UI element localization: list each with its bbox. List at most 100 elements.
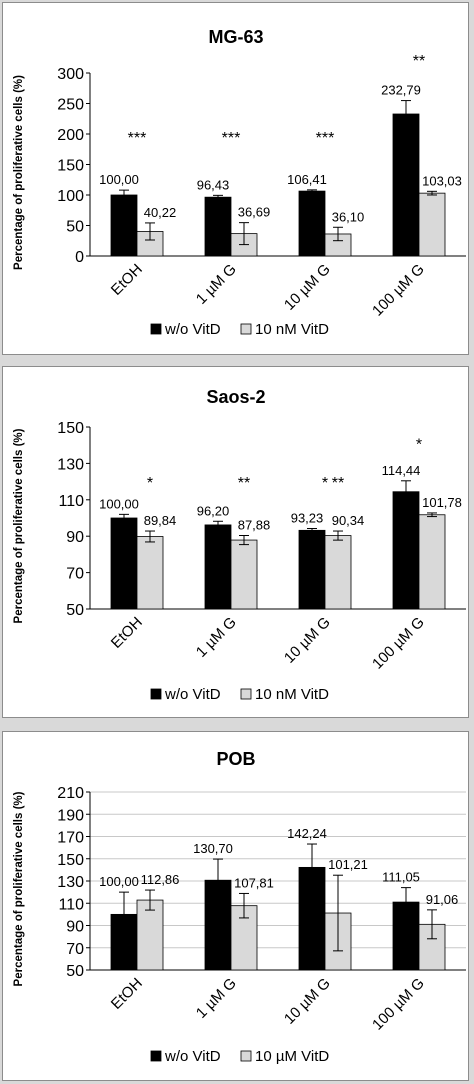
chart-title: MG-63 (208, 27, 263, 47)
y-tick-label: 50 (66, 602, 84, 619)
data-label: 96,43 (197, 177, 230, 192)
bar (136, 899, 164, 971)
x-tick-label: 10 µM G (281, 614, 334, 667)
chart-saos2: Saos-2 Percentage of proliferative cells … (13, 387, 466, 703)
data-label: 107,81 (234, 875, 274, 890)
bar (136, 536, 164, 610)
significance-marker: *** (222, 130, 241, 147)
chart-panel-mg63: MG-63 Percentage of proliferative cells (… (2, 2, 469, 355)
bar (418, 192, 446, 257)
data-label: 111,05 (382, 870, 420, 885)
data-label: 100,00 (99, 172, 139, 187)
x-tick-label: EtOH (108, 261, 146, 299)
data-label: 36,69 (238, 205, 271, 220)
x-tick-label: EtOH (108, 975, 146, 1013)
y-axis-label: Percentage of proliferative cells (%) (13, 791, 25, 986)
data-label: 106,41 (287, 172, 327, 187)
data-label: 142,24 (287, 826, 327, 841)
x-tick-label: 10 µM G (281, 975, 334, 1028)
significance-marker: * (416, 437, 422, 454)
x-tick-label: 10 µM G (281, 261, 334, 314)
significance-marker: * (147, 475, 153, 492)
data-label: 90,34 (332, 513, 365, 528)
chart-title: Saos-2 (206, 387, 265, 407)
data-label: 114,44 (382, 463, 421, 478)
legend-label: w/o VitD (164, 321, 221, 338)
data-label: 87,88 (238, 518, 271, 533)
y-tick-label: 50 (66, 219, 84, 236)
data-label: 93,23 (291, 511, 324, 526)
bar (324, 535, 352, 610)
y-tick-label: 150 (57, 852, 84, 869)
y-tick-label: 210 (57, 785, 84, 802)
y-tick-label: 100 (57, 188, 84, 205)
x-tick-label: 100 µM G (369, 261, 428, 320)
legend-swatch (240, 688, 252, 700)
y-tick-label: 110 (58, 896, 84, 913)
y-tick-label: 70 (66, 566, 84, 583)
chart-title: POB (216, 749, 255, 769)
legend-swatch (150, 688, 162, 700)
chart-panel-saos2: Saos-2 Percentage of proliferative cells … (2, 366, 469, 718)
significance-marker: ** (332, 475, 344, 492)
legend-swatch (240, 323, 252, 335)
data-label: 89,84 (144, 513, 177, 528)
data-label: 130,70 (193, 841, 233, 856)
data-label: 96,20 (197, 503, 230, 518)
x-tick-label: 1 µM G (193, 975, 240, 1022)
data-label: 112,86 (141, 872, 180, 887)
legend-swatch (150, 1050, 162, 1062)
y-tick-label: 130 (57, 874, 84, 891)
x-tick-label: 1 µM G (193, 614, 240, 661)
bar (298, 529, 326, 610)
legend-label: w/o VitD (164, 686, 221, 703)
data-label: 100,00 (99, 496, 139, 511)
bar (204, 196, 232, 257)
chart-mg63: MG-63 Percentage of proliferative cells (… (13, 27, 466, 338)
significance-marker: * (322, 475, 328, 492)
significance-marker: *** (128, 130, 147, 147)
x-tick-label: 1 µM G (193, 261, 240, 308)
data-label: 91,06 (426, 892, 459, 907)
y-axis-label: Percentage of proliferative cells (%) (13, 428, 25, 623)
x-tick-label: EtOH (108, 614, 146, 652)
y-tick-label: 250 (57, 97, 84, 114)
bar (204, 524, 232, 610)
bar (298, 190, 326, 257)
y-tick-label: 110 (58, 493, 84, 510)
y-tick-label: 150 (57, 420, 84, 437)
data-label: 101,21 (328, 857, 368, 872)
y-tick-label: 70 (66, 941, 84, 958)
bar (230, 539, 258, 610)
legend-label: w/o VitD (164, 1048, 221, 1065)
data-label: 232,79 (381, 83, 421, 98)
legend-swatch (150, 323, 162, 335)
y-tick-label: 0 (75, 249, 84, 266)
bar (110, 517, 138, 610)
data-label: 40,22 (144, 205, 177, 220)
data-label: 36,10 (332, 209, 365, 224)
x-tick-label: 100 µM G (369, 975, 428, 1034)
legend-swatch (240, 1050, 252, 1062)
significance-marker: ** (413, 53, 425, 70)
y-tick-label: 90 (66, 529, 84, 546)
data-label: 103,03 (422, 173, 462, 188)
legend-label: 10 nM VitD (255, 321, 329, 338)
y-tick-label: 150 (57, 158, 84, 175)
bar (110, 194, 138, 257)
y-axis-label: Percentage of proliferative cells (%) (13, 75, 25, 270)
chart-pob: POB Percentage of proliferative cells (%)… (13, 749, 466, 1065)
significance-marker: ** (238, 475, 250, 492)
bar (392, 113, 420, 257)
bar (418, 514, 446, 610)
significance-marker: *** (316, 130, 335, 147)
legend-label: 10 nM VitD (255, 686, 329, 703)
legend-label: 10 µM VitD (255, 1048, 329, 1065)
y-tick-label: 50 (66, 963, 84, 980)
x-tick-label: 100 µM G (369, 614, 428, 673)
y-tick-label: 190 (57, 807, 84, 824)
data-label: 101,78 (422, 495, 462, 510)
chart-panel-pob: POB Percentage of proliferative cells (%)… (2, 731, 469, 1081)
y-tick-label: 300 (57, 66, 84, 83)
y-tick-label: 170 (57, 830, 84, 847)
